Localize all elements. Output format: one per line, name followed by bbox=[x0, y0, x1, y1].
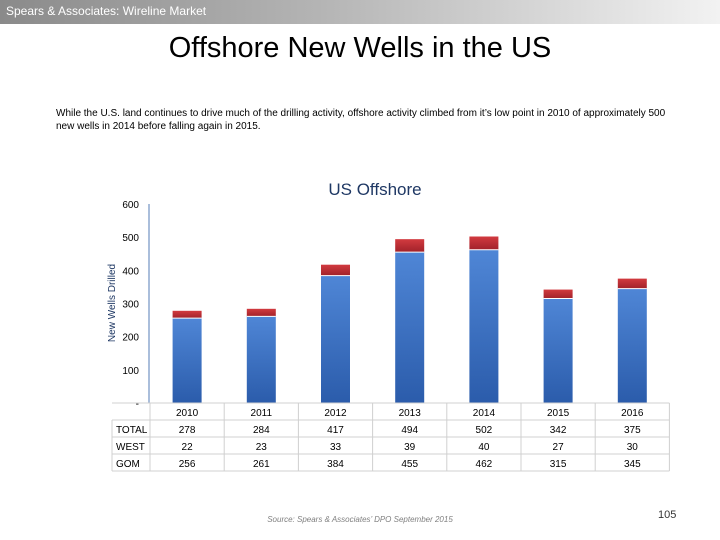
data-label: 23 bbox=[256, 442, 268, 453]
page-number: 105 bbox=[658, 509, 677, 521]
source-note: Source: Spears & Associates’ DPO Septemb… bbox=[267, 515, 453, 524]
data-label: 345 bbox=[624, 459, 641, 470]
bar-gom-2016 bbox=[617, 288, 647, 403]
chart-title: US Offshore bbox=[328, 180, 421, 199]
page-title: Offshore New Wells in the US bbox=[168, 32, 552, 64]
x-tick-label: 2014 bbox=[473, 408, 496, 419]
x-tick-label: 2010 bbox=[176, 408, 199, 419]
data-label: 40 bbox=[478, 442, 490, 453]
data-label: 278 bbox=[179, 425, 196, 436]
data-label: 502 bbox=[476, 425, 493, 436]
bar-gom-2012 bbox=[321, 275, 350, 403]
y-tick-label: 500 bbox=[122, 233, 139, 244]
y-tick-label: 400 bbox=[122, 266, 139, 277]
x-tick-label: 2013 bbox=[399, 408, 422, 419]
intro-text: While the U.S. land continues to drive m… bbox=[56, 108, 666, 132]
x-tick-label: 2015 bbox=[547, 408, 570, 419]
bar-west-2012 bbox=[321, 264, 350, 276]
y-tick-label: 600 bbox=[122, 200, 139, 211]
bar-gom-2013 bbox=[395, 252, 425, 403]
bar-west-2016 bbox=[617, 278, 647, 289]
data-label: 284 bbox=[253, 425, 270, 436]
x-tick-label: 2011 bbox=[251, 408, 273, 419]
bar-west-2013 bbox=[395, 239, 425, 253]
table-row-label: GOM bbox=[116, 459, 140, 470]
data-label: 342 bbox=[550, 425, 567, 436]
data-label: 462 bbox=[476, 459, 493, 470]
bar-west-2010 bbox=[172, 310, 202, 319]
header-bar: Spears & Associates: Wireline Market bbox=[0, 0, 720, 24]
data-label: 256 bbox=[179, 459, 196, 470]
bar-gom-2011 bbox=[246, 316, 276, 403]
data-label: 33 bbox=[330, 442, 342, 453]
data-label: 27 bbox=[553, 442, 565, 453]
table-row-label: TOTAL bbox=[116, 425, 148, 436]
bar-gom-2010 bbox=[172, 318, 202, 403]
bar-west-2014 bbox=[469, 236, 499, 250]
bar-west-2015 bbox=[543, 289, 573, 299]
bar-gom-2015 bbox=[543, 298, 573, 403]
data-label: 30 bbox=[627, 442, 639, 453]
header-title: Spears & Associates: Wireline Market bbox=[6, 4, 207, 18]
data-label: 384 bbox=[327, 459, 344, 470]
data-label: 39 bbox=[404, 442, 416, 453]
y-tick-label: 300 bbox=[122, 300, 139, 311]
bar-west-2011 bbox=[246, 308, 276, 317]
y-axis-label: New Wells Drilled bbox=[107, 264, 118, 342]
bar-gom-2014 bbox=[469, 249, 499, 403]
y-tick-label: - bbox=[136, 399, 139, 410]
data-label: 455 bbox=[401, 459, 418, 470]
data-label: 375 bbox=[624, 425, 641, 436]
data-label: 494 bbox=[401, 425, 418, 436]
table-row-label: WEST bbox=[116, 442, 145, 453]
x-tick-label: 2016 bbox=[621, 408, 644, 419]
y-tick-label: 100 bbox=[122, 366, 139, 377]
data-label: 315 bbox=[550, 459, 567, 470]
data-label: 261 bbox=[253, 459, 270, 470]
x-tick-label: 2012 bbox=[324, 408, 347, 419]
data-label: 22 bbox=[182, 442, 194, 453]
y-tick-label: 200 bbox=[122, 333, 139, 344]
data-label: 417 bbox=[327, 425, 344, 436]
